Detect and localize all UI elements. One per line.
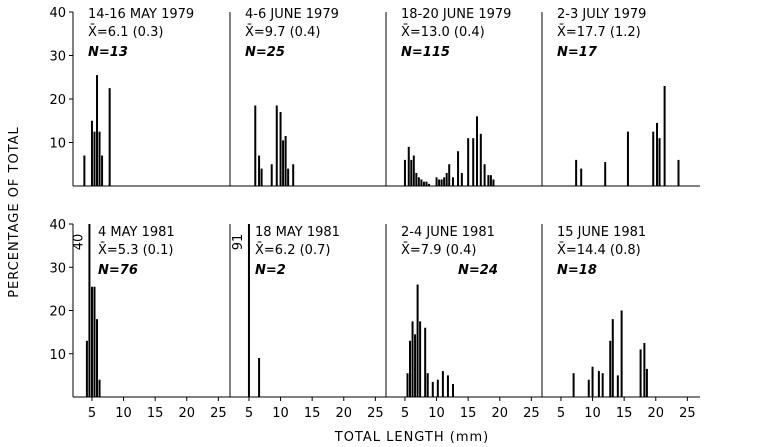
y-tick-label: 20 bbox=[49, 93, 66, 108]
panel-n-label: N=76 bbox=[98, 263, 138, 278]
panel-0-3: 2-3 JULY 1979 X̄=17.7 (1.2) N=17 bbox=[541, 7, 700, 187]
panel-0-0: 10 20 30 40 14-16 MAY 1979 X̄=6.1 (0.3) N=13 bbox=[49, 6, 231, 187]
panel-n-label: N=13 bbox=[88, 45, 128, 60]
x-tick-label: 10 bbox=[584, 406, 601, 421]
overflow-value-label: 40 bbox=[71, 234, 86, 251]
panel-0-1: 4-6 JUNE 1979 X̄=9.7 (0.4) N=25 bbox=[229, 7, 388, 187]
y-tick-label: 10 bbox=[49, 137, 66, 152]
y-tick-label: 30 bbox=[49, 50, 66, 65]
x-tick-label: 25 bbox=[210, 406, 227, 421]
panel-date-title: 4 MAY 1981 bbox=[98, 225, 175, 240]
y-tick-label: 40 bbox=[49, 218, 66, 233]
panel-n-label: N=115 bbox=[401, 45, 450, 60]
panel-1-1: 5 10 15 20 25 91 18 MAY 1981 X̄=6.2 (0.7) N=2 bbox=[229, 224, 388, 421]
x-tick-label: 25 bbox=[367, 406, 384, 421]
panel-n-label: N=25 bbox=[245, 45, 285, 60]
panel-date-title: 4-6 JUNE 1979 bbox=[245, 7, 339, 22]
overflow-value-label: 91 bbox=[231, 234, 246, 251]
x-tick-label: 10 bbox=[115, 406, 132, 421]
y-tick-label: 40 bbox=[49, 6, 66, 21]
panel-mean-label: X̄=6.2 (0.7) bbox=[255, 243, 330, 258]
panel-mean-label: X̄=6.1 (0.3) bbox=[88, 25, 163, 40]
x-tick-label: 5 bbox=[557, 406, 565, 421]
x-tick-label: 10 bbox=[428, 406, 445, 421]
panel-0-2: 18-20 JUNE 1979 X̄=13.0 (0.4) N=115 bbox=[385, 7, 544, 187]
panel-1-0: 10 20 30 40 5 10 15 20 25 40 4 MAY 1981 X̄=5.3 (0.1… bbox=[49, 218, 231, 421]
y-axis-label: PERCENTAGE OF TOTAL bbox=[7, 126, 22, 298]
panel-mean-label: X̄=9.7 (0.4) bbox=[245, 25, 320, 40]
x-axis-label: TOTAL LENGTH (mm) bbox=[334, 430, 489, 445]
panel-date-title: 18-20 JUNE 1979 bbox=[401, 7, 511, 22]
panel-n-label: N=24 bbox=[458, 263, 498, 278]
panel-1-3: 5 10 15 20 25 15 JUNE 1981 X̄=14.4 (0.8) N=18 bbox=[541, 224, 700, 421]
panel-grid: 10 20 30 40 14-16 MAY 1979 X̄=6.1 (0.3) N=13 4-… bbox=[49, 6, 700, 421]
x-tick-label: 5 bbox=[88, 406, 96, 421]
x-tick-label: 20 bbox=[178, 406, 195, 421]
x-tick-label: 25 bbox=[679, 406, 696, 421]
panel-n-label: N=2 bbox=[255, 263, 286, 278]
panel-date-title: 2-3 JULY 1979 bbox=[557, 7, 646, 22]
x-tick-label: 15 bbox=[460, 406, 477, 421]
panel-date-title: 14-16 MAY 1979 bbox=[88, 7, 194, 22]
x-tick-label: 10 bbox=[272, 406, 289, 421]
panel-mean-label: X̄=13.0 (0.4) bbox=[401, 25, 485, 40]
panel-date-title: 2-4 JUNE 1981 bbox=[401, 225, 495, 240]
panel-n-label: N=17 bbox=[557, 45, 598, 60]
y-tick-label: 20 bbox=[49, 305, 66, 320]
panel-date-title: 15 JUNE 1981 bbox=[557, 225, 646, 240]
x-tick-label: 20 bbox=[335, 406, 352, 421]
y-tick-label: 30 bbox=[49, 261, 66, 276]
x-tick-label: 5 bbox=[401, 406, 409, 421]
panel-mean-label: X̄=7.9 (0.4) bbox=[401, 243, 476, 258]
x-tick-label: 25 bbox=[523, 406, 540, 421]
x-tick-label: 20 bbox=[491, 406, 508, 421]
panel-n-label: N=18 bbox=[557, 263, 597, 278]
x-tick-label: 15 bbox=[616, 406, 633, 421]
x-tick-label: 15 bbox=[147, 406, 164, 421]
x-tick-label: 20 bbox=[647, 406, 664, 421]
x-tick-label: 5 bbox=[245, 406, 253, 421]
panel-mean-label: X̄=14.4 (0.8) bbox=[557, 243, 641, 258]
y-tick-label: 10 bbox=[49, 348, 66, 363]
x-tick-label: 15 bbox=[304, 406, 321, 421]
panel-mean-label: X̄=17.7 (1.2) bbox=[557, 25, 641, 40]
panel-1-2: 5 10 15 20 25 2-4 JUNE 1981 X̄=7.9 (0.4) N=24 bbox=[385, 224, 544, 421]
panel-date-title: 18 MAY 1981 bbox=[255, 225, 340, 240]
panel-mean-label: X̄=5.3 (0.1) bbox=[98, 243, 173, 258]
